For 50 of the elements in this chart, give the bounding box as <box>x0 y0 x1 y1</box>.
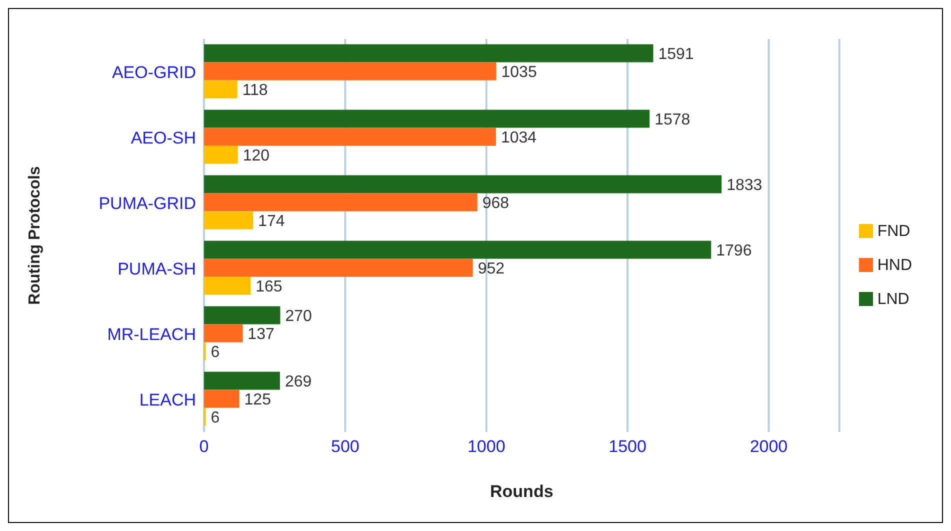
y-tick-label: PUMA-GRID <box>98 194 196 213</box>
bar <box>204 110 650 128</box>
data-label: 270 <box>285 308 312 325</box>
legend-label: FND <box>877 222 910 240</box>
data-label: 1578 <box>654 111 690 128</box>
bar <box>204 128 496 146</box>
y-tick-label: LEACH <box>139 390 196 410</box>
bar <box>204 324 243 342</box>
data-label: 165 <box>256 278 282 296</box>
data-label: 6 <box>210 344 220 361</box>
data-label: 952 <box>478 260 505 278</box>
x-tick-label: 0 <box>199 437 209 456</box>
data-label: 174 <box>258 212 285 230</box>
legend-label: HND <box>877 256 912 274</box>
bar <box>204 146 238 164</box>
bar <box>204 390 240 408</box>
bar <box>204 240 712 259</box>
x-tick-label: 1500 <box>608 437 646 456</box>
data-label: 1833 <box>726 176 762 194</box>
data-label: 137 <box>248 326 274 343</box>
x-tick-label: 500 <box>330 437 360 456</box>
bar <box>204 175 722 194</box>
y-tick-label: AEO-GRID <box>112 62 196 82</box>
data-label: 269 <box>284 373 312 390</box>
bar <box>204 44 654 62</box>
data-label: 1591 <box>658 46 694 63</box>
x-tick-label: 1000 <box>467 437 506 456</box>
bar <box>204 276 251 295</box>
data-label: 120 <box>242 147 270 164</box>
bar <box>204 211 254 230</box>
y-axis-title: Routing Protocols <box>26 166 44 305</box>
data-label: 6 <box>210 409 220 426</box>
data-label: 1796 <box>716 242 752 260</box>
y-tick-label: PUMA-SH <box>118 259 196 278</box>
data-label: 118 <box>242 82 268 99</box>
data-label: 968 <box>482 194 510 212</box>
bar <box>204 193 478 212</box>
bar <box>204 372 280 390</box>
y-tick-label: MR-LEACH <box>107 324 196 344</box>
bar <box>204 80 238 98</box>
x-tick-label: 2000 <box>750 437 788 456</box>
data-label: 1034 <box>500 129 537 146</box>
bar <box>204 62 496 80</box>
data-label: 125 <box>244 391 272 408</box>
bar <box>204 258 473 277</box>
y-tick-label: AEO-SH <box>130 128 196 148</box>
legend-label: LND <box>877 290 910 308</box>
bar <box>204 306 280 324</box>
x-axis-title: Rounds <box>490 482 554 501</box>
data-label: 1035 <box>501 64 537 81</box>
